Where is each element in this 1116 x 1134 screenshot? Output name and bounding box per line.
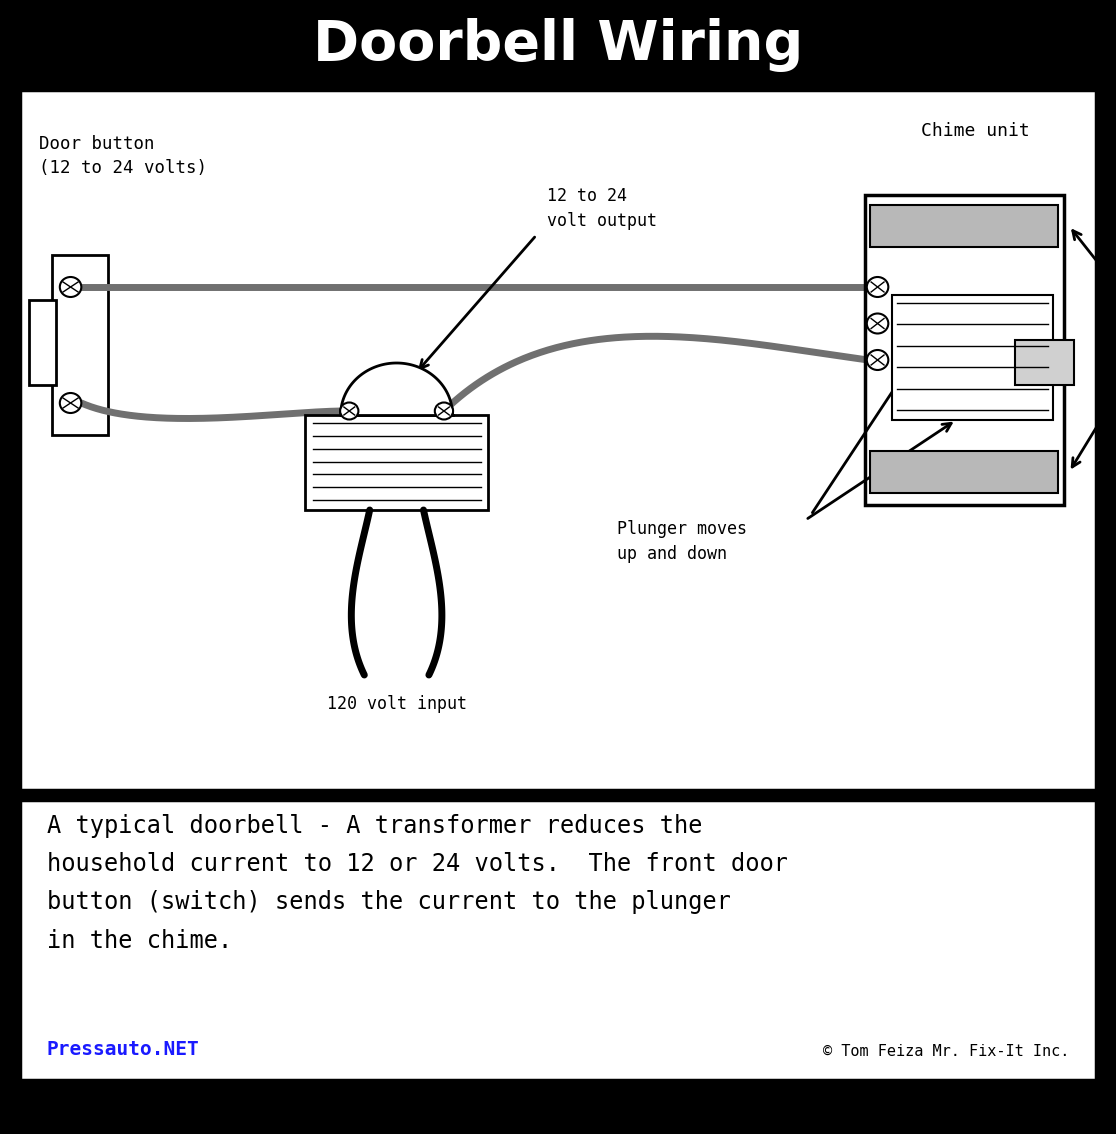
Text: Pressauto.NET: Pressauto.NET	[47, 1041, 200, 1059]
Bar	[865, 195, 1064, 505]
Bar	[870, 451, 1058, 493]
Circle shape	[867, 277, 888, 297]
Text: Door button
(12 to 24 volts): Door button (12 to 24 volts)	[39, 135, 208, 177]
Text: Chime unit: Chime unit	[921, 122, 1029, 139]
Circle shape	[867, 350, 888, 370]
Circle shape	[867, 313, 888, 333]
Text: A typical doorbell - A transformer reduces the
household current to 12 or 24 vol: A typical doorbell - A transformer reduc…	[47, 814, 788, 953]
Bar	[870, 205, 1058, 247]
Bar	[29, 301, 56, 386]
Bar	[305, 415, 488, 510]
Circle shape	[60, 393, 81, 413]
Circle shape	[340, 403, 358, 420]
Text: Plunger moves
up and down: Plunger moves up and down	[617, 521, 748, 562]
Text: © Tom Feiza Mr. Fix-It Inc.: © Tom Feiza Mr. Fix-It Inc.	[822, 1044, 1069, 1059]
Bar	[52, 255, 108, 435]
Bar	[1016, 340, 1075, 386]
Text: E049: E049	[41, 1093, 108, 1122]
Bar	[892, 295, 1054, 420]
Polygon shape	[340, 363, 453, 415]
Text: 120 volt input: 120 volt input	[327, 695, 466, 713]
Text: Doorbell Wiring: Doorbell Wiring	[312, 18, 804, 71]
Circle shape	[60, 277, 81, 297]
Circle shape	[435, 403, 453, 420]
Text: 12 to 24
volt output: 12 to 24 volt output	[547, 187, 657, 230]
